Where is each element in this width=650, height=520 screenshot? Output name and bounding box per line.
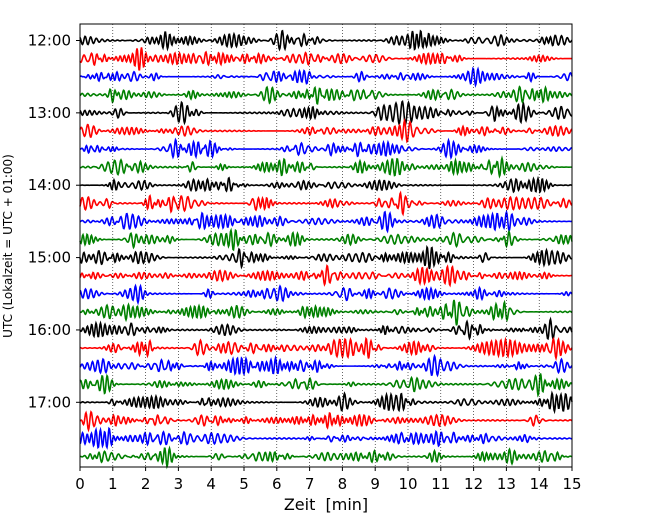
x-tick-label: 4 (206, 475, 216, 493)
trace-row-1415 (79, 190, 573, 217)
x-tick-label: 1 (108, 475, 118, 493)
trace-row-1545 (79, 299, 573, 326)
trace-row-1700 (79, 390, 573, 415)
trace-row-1730 (79, 426, 572, 450)
x-tick-label: 2 (141, 475, 151, 493)
trace-row-1715 (79, 410, 573, 433)
trace-row-1200 (79, 29, 573, 52)
y-tick-label: 17:00 (28, 393, 71, 411)
x-tick-label: 8 (338, 475, 348, 493)
trace-row-1215 (79, 47, 573, 71)
trace-row-1615 (79, 336, 573, 362)
trace-row-1630 (79, 353, 573, 378)
trace-row-1515 (79, 264, 573, 288)
seismogram-traces (79, 29, 573, 470)
trace-row-1600 (79, 316, 573, 341)
y-tick-label: 15:00 (28, 249, 71, 267)
x-tick-label: 14 (530, 475, 549, 493)
y-tick-label: 13:00 (28, 104, 71, 122)
trace-row-1745 (79, 445, 573, 470)
x-tick-label: 10 (398, 475, 417, 493)
y-tick-label: 12:00 (28, 32, 71, 50)
trace-row-1430 (79, 209, 573, 234)
x-tick-label: 13 (497, 475, 516, 493)
trace-row-1500 (79, 244, 573, 270)
x-tick-label: 12 (464, 475, 483, 493)
x-tick-label: 11 (431, 475, 450, 493)
x-axis-ticks: 0 1 2 3 4 5 6 7 8 9 10 11 12 13 14 15 (75, 467, 582, 493)
vertical-gridlines (112, 24, 540, 467)
x-tick-label: 15 (562, 475, 581, 493)
y-tick-label: 16:00 (28, 321, 71, 339)
x-tick-label: 9 (370, 475, 380, 493)
plot-frame (79, 23, 573, 468)
trace-row-1445 (79, 227, 573, 252)
y-tick-label: 14:00 (28, 176, 71, 194)
x-tick-label: 7 (305, 475, 315, 493)
trace-row-1300 (79, 100, 573, 127)
y-axis-label: UTC (Lokalzeit = UTC + 01:00) (1, 154, 15, 338)
trace-row-1315 (79, 117, 573, 144)
trace-row-1400 (79, 175, 573, 194)
y-axis-ticks: 12:00 13:00 14:00 15:00 16:00 17:00 (28, 32, 80, 411)
trace-row-1645 (79, 373, 573, 398)
trace-row-1330 (79, 137, 573, 160)
x-tick-label: 3 (174, 475, 184, 493)
x-tick-label: 5 (239, 475, 249, 493)
x-tick-label: 6 (272, 475, 282, 493)
trace-row-1245 (79, 85, 573, 105)
trace-row-1230 (79, 66, 573, 88)
x-tick-label: 0 (75, 475, 85, 493)
trace-row-1345 (79, 155, 572, 179)
trace-row-1530 (79, 283, 573, 306)
x-axis-label: Zeit [min] (284, 495, 368, 514)
